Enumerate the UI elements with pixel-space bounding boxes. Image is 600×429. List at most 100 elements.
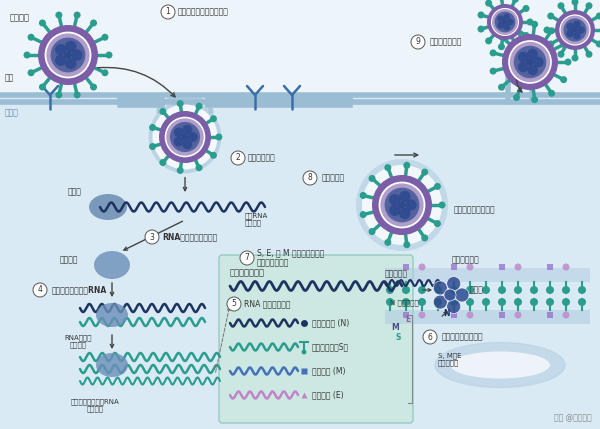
- Circle shape: [379, 181, 425, 228]
- Circle shape: [196, 103, 203, 110]
- Circle shape: [596, 12, 600, 19]
- Circle shape: [514, 46, 546, 78]
- Circle shape: [562, 298, 570, 306]
- Circle shape: [514, 286, 522, 294]
- Circle shape: [406, 199, 416, 211]
- Circle shape: [544, 27, 551, 33]
- Circle shape: [560, 15, 589, 44]
- Circle shape: [523, 5, 530, 12]
- Bar: [0, 95, 600, 429]
- Circle shape: [159, 111, 211, 163]
- Circle shape: [421, 169, 428, 175]
- Text: 冠状病毒: 冠状病毒: [10, 13, 30, 22]
- Circle shape: [510, 42, 550, 82]
- Circle shape: [557, 2, 565, 9]
- Text: 病毒酶素: 病毒酶素: [60, 256, 79, 265]
- Circle shape: [176, 167, 184, 174]
- Circle shape: [302, 350, 307, 354]
- Circle shape: [356, 159, 448, 251]
- Circle shape: [490, 68, 497, 75]
- Circle shape: [403, 162, 410, 169]
- Circle shape: [149, 100, 221, 173]
- Circle shape: [565, 58, 571, 66]
- Ellipse shape: [94, 251, 130, 279]
- Circle shape: [165, 117, 205, 157]
- Circle shape: [188, 132, 198, 142]
- Text: 8: 8: [308, 173, 313, 182]
- Circle shape: [55, 12, 62, 18]
- Circle shape: [65, 58, 76, 69]
- Text: RNA被转录为病毒酶素: RNA被转录为病毒酶素: [162, 233, 217, 242]
- Circle shape: [50, 38, 85, 73]
- Circle shape: [33, 283, 47, 297]
- Circle shape: [64, 51, 72, 59]
- Text: 9: 9: [416, 37, 421, 46]
- Circle shape: [531, 21, 538, 28]
- Circle shape: [531, 96, 538, 103]
- Circle shape: [399, 208, 410, 219]
- Circle shape: [533, 57, 544, 67]
- Text: RNA基因组
（负链）: RNA基因组 （负链）: [64, 334, 92, 348]
- Circle shape: [563, 18, 587, 42]
- Circle shape: [577, 26, 585, 34]
- Circle shape: [398, 201, 406, 209]
- Text: 病毒的形成: 病毒的形成: [322, 173, 345, 182]
- Circle shape: [514, 298, 522, 306]
- Circle shape: [145, 230, 159, 244]
- Circle shape: [548, 90, 555, 97]
- Bar: [499, 264, 505, 270]
- Circle shape: [386, 298, 394, 306]
- Text: 1: 1: [166, 7, 170, 16]
- Circle shape: [434, 183, 441, 190]
- Circle shape: [71, 49, 83, 60]
- Circle shape: [515, 311, 521, 318]
- Circle shape: [482, 298, 490, 306]
- Text: 病毒基因组: 病毒基因组: [385, 269, 408, 278]
- Circle shape: [28, 69, 35, 76]
- Circle shape: [359, 211, 367, 218]
- Circle shape: [174, 127, 184, 137]
- Bar: [385, 310, 590, 324]
- Circle shape: [28, 34, 35, 41]
- Ellipse shape: [96, 353, 128, 377]
- Circle shape: [55, 44, 67, 55]
- Circle shape: [44, 32, 91, 79]
- Circle shape: [578, 286, 586, 294]
- Text: 细胞膜: 细胞膜: [5, 109, 19, 118]
- Circle shape: [503, 20, 508, 24]
- Circle shape: [403, 241, 410, 248]
- Circle shape: [515, 263, 521, 271]
- Circle shape: [546, 286, 554, 294]
- Circle shape: [418, 286, 426, 294]
- Circle shape: [303, 171, 317, 185]
- Text: S, M和E
在内质网上: S, M和E 在内质网上: [438, 352, 461, 366]
- Circle shape: [478, 12, 485, 18]
- Circle shape: [421, 234, 428, 242]
- Circle shape: [498, 298, 506, 306]
- Bar: [451, 264, 457, 270]
- Circle shape: [55, 91, 62, 99]
- Circle shape: [498, 84, 505, 91]
- Circle shape: [447, 277, 461, 290]
- Circle shape: [402, 298, 410, 306]
- Circle shape: [182, 139, 193, 149]
- Circle shape: [166, 118, 204, 156]
- Circle shape: [423, 330, 437, 344]
- Circle shape: [419, 263, 425, 271]
- Circle shape: [560, 41, 567, 48]
- Circle shape: [240, 251, 254, 265]
- Circle shape: [560, 76, 567, 83]
- Circle shape: [176, 100, 184, 107]
- Bar: [0, 0, 600, 95]
- Circle shape: [39, 19, 46, 27]
- Circle shape: [498, 33, 505, 40]
- Text: 病毒包膜核（S）: 病毒包膜核（S）: [312, 342, 349, 351]
- Text: 病毒被吐出细胞: 病毒被吐出细胞: [430, 37, 463, 46]
- Text: 6: 6: [428, 332, 433, 341]
- Circle shape: [39, 84, 46, 91]
- Circle shape: [498, 43, 505, 50]
- Circle shape: [508, 40, 552, 84]
- Circle shape: [518, 62, 529, 72]
- Circle shape: [210, 115, 217, 122]
- Circle shape: [555, 10, 595, 50]
